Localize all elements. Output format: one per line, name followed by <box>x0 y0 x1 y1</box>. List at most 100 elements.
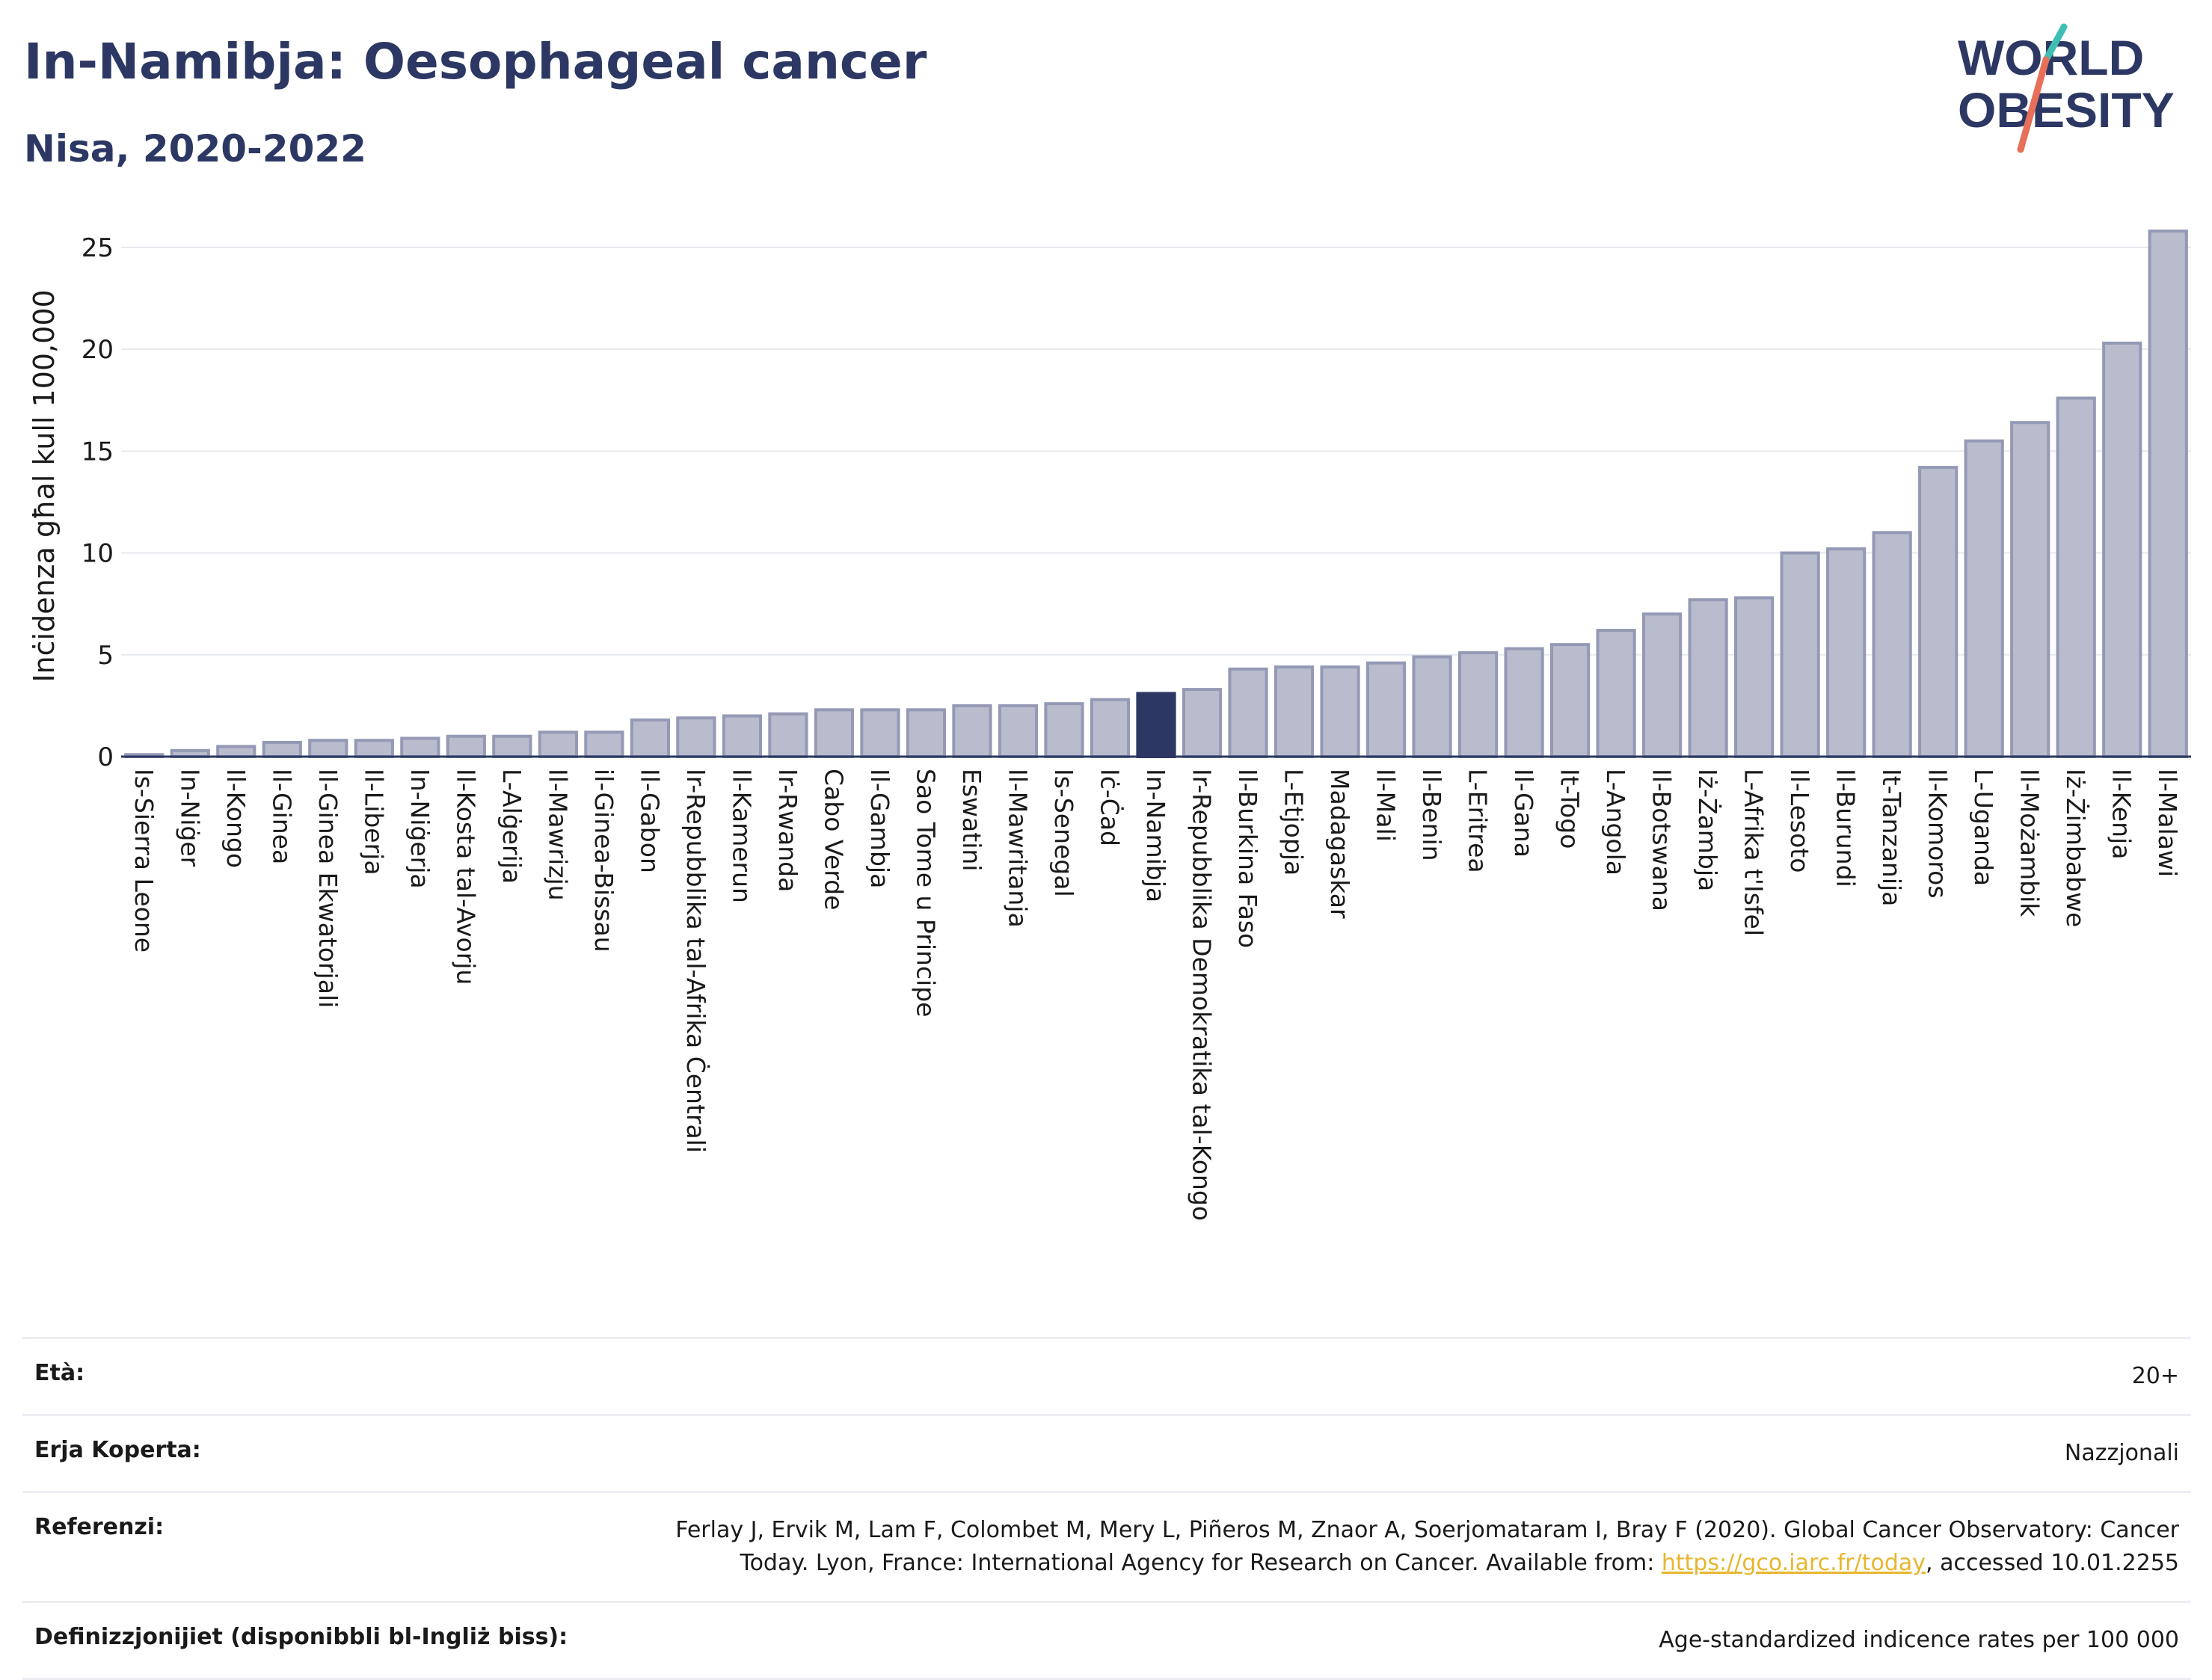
y-tick-label: 0 <box>97 742 114 772</box>
bar <box>1090 698 1131 758</box>
bar <box>768 712 808 759</box>
bar <box>722 714 763 759</box>
x-tick-label: L-Eritrea <box>1463 769 1493 873</box>
bar <box>906 708 947 759</box>
x-tick-label: Il-Burundi <box>1831 769 1861 887</box>
x-tick-label: il-Ginea-Bissau <box>589 769 618 953</box>
x-tick-label: Il-Botswana <box>1647 769 1677 911</box>
bar <box>400 736 440 759</box>
x-tick-label: In-Niġer <box>175 769 204 867</box>
world-obesity-logo: WORLD OBESITY <box>1958 23 2175 153</box>
x-tick-labels: Is-Sierra Leone In-Niġer Il-Kongo Il-Ginea I… <box>129 769 2182 1221</box>
y-tick-label: 15 <box>82 437 114 467</box>
reference-link[interactable]: https://gco.iarc.fr/today <box>1661 1550 1926 1576</box>
logo-line2: OBESITY <box>1958 82 2175 138</box>
x-tick-label: Il-Lesoto <box>1785 769 1814 873</box>
bars <box>124 230 2188 759</box>
bar <box>2056 396 2096 758</box>
bar <box>860 708 900 759</box>
meta-row-age: Età: 20+ <box>22 1337 2191 1414</box>
x-tick-label: Il-Gabon <box>635 769 664 873</box>
bar <box>1320 665 1360 758</box>
bar <box>492 734 532 758</box>
x-tick-label: Cabo Verde <box>819 769 848 910</box>
bar <box>1274 665 1315 758</box>
metadata-table: Età: 20+ Erja Koperta: Nazzjonali Refere… <box>22 1337 2191 1680</box>
bar <box>2148 230 2188 758</box>
x-tick-label: Il-Gambja <box>865 769 894 888</box>
y-tick-label: 10 <box>82 539 114 569</box>
x-tick-label: L-Alġerija <box>497 769 526 884</box>
meta-label-definitions: Definizzjonijiet (disponibbli bl-Ingliż … <box>34 1624 568 1650</box>
x-tick-label: Il-Możambik <box>2015 769 2044 917</box>
x-tick-label: Il-Mawritanja <box>1003 769 1032 928</box>
logo-stroke-bottom <box>2017 56 2050 153</box>
bar <box>2102 341 2142 758</box>
bar <box>814 708 855 759</box>
bar-chart: 0 5 10 15 20 25 Is-Sierra Leone In-Niġer Il-Kon… <box>28 230 2191 1221</box>
bar <box>446 734 486 758</box>
x-tick-label: In-Niġerja <box>405 769 434 889</box>
meta-label-area: Erja Koperta: <box>34 1437 201 1463</box>
y-tick-labels: 0 5 10 15 20 25 <box>82 233 114 772</box>
x-tick-label: Il-Mawrizju <box>543 769 572 901</box>
x-tick-label: Iċ-Ċad <box>1095 769 1125 846</box>
meta-row-definitions: Definizzjonijiet (disponibbli bl-Ingliż … <box>22 1601 2191 1680</box>
bar <box>2010 421 2050 758</box>
bar <box>354 739 394 759</box>
logo-stroke-top <box>2042 23 2068 64</box>
bar <box>1688 598 1728 758</box>
bar-highlight <box>1136 692 1176 758</box>
y-tick-label: 20 <box>82 335 114 365</box>
bar <box>1780 551 1820 758</box>
x-tick-label: Ir-Rwanda <box>773 769 802 892</box>
x-tick-label: Eswatini <box>957 769 986 871</box>
x-tick-label: Il-Liberja <box>359 769 388 876</box>
bar <box>262 740 302 758</box>
x-tick-label: Il-Kosta tal-Avorju <box>451 769 480 985</box>
y-axis-label: Inċidenza għal kull 100,000 <box>28 289 61 682</box>
x-tick-label: Il-Burkina Faso <box>1233 769 1262 948</box>
bar <box>1412 655 1452 758</box>
meta-label-references: Referenzi: <box>34 1514 165 1540</box>
x-tick-label: Is-Sierra Leone <box>129 769 159 953</box>
reference-text: Ferlay J, Ervik M, Lam F, Colombet M, Me… <box>675 1517 2179 1576</box>
chart-title: In-Namibja: Oesophageal cancer <box>24 33 927 90</box>
bar <box>1457 651 1499 759</box>
y-tick-label: 5 <box>97 641 114 671</box>
meta-row-references: Referenzi: Ferlay J, Ervik M, Lam F, Col… <box>22 1491 2191 1601</box>
bar <box>1642 612 1683 758</box>
x-tick-label: Il-Komoros <box>1923 769 1953 899</box>
bar <box>1964 439 2004 758</box>
chart-subtitle: Nisa, 2020-2022 <box>24 127 366 170</box>
bar <box>1504 647 1544 758</box>
x-tick-label: Is-Senegal <box>1049 769 1078 897</box>
bar <box>1918 466 1958 759</box>
x-tick-label: Il-Kongo <box>221 769 251 868</box>
x-tick-label: L-Etjopja <box>1279 769 1309 876</box>
x-tick-label: Sao Tome u Principe <box>911 769 940 1017</box>
x-tick-label: Il-Kamerun <box>727 769 756 903</box>
bar <box>1826 547 1867 758</box>
x-tick-label: It-Tanzanija <box>1877 769 1906 906</box>
bar <box>998 704 1039 758</box>
x-tick-label: Il-Ginea <box>267 769 296 864</box>
x-tick-label: Iż-Żambja <box>1693 769 1722 891</box>
x-tick-label: Ir-Repubblika tal-Afrika Ċentrali <box>681 769 711 1153</box>
meta-value-area: Nazzjonali <box>2064 1440 2179 1466</box>
y-tick-label: 25 <box>82 233 114 263</box>
bar <box>1549 643 1591 758</box>
bar <box>676 716 716 758</box>
bar <box>308 739 348 759</box>
x-tick-label: Il-Gana <box>1509 769 1538 858</box>
bar <box>538 730 578 759</box>
meta-row-area: Erja Koperta: Nazzjonali <box>22 1414 2191 1491</box>
x-tick-label: Iż-Żimbabwe <box>2061 769 2090 927</box>
bar <box>1872 531 1912 758</box>
meta-value-definitions: Age-standardized indicence rates per 100… <box>1659 1627 2179 1653</box>
bar <box>630 718 670 759</box>
x-tick-label: Il-Mali <box>1371 769 1401 842</box>
bar <box>952 704 992 758</box>
meta-label-age: Età: <box>34 1360 85 1386</box>
meta-value-age: 20+ <box>2131 1363 2179 1389</box>
